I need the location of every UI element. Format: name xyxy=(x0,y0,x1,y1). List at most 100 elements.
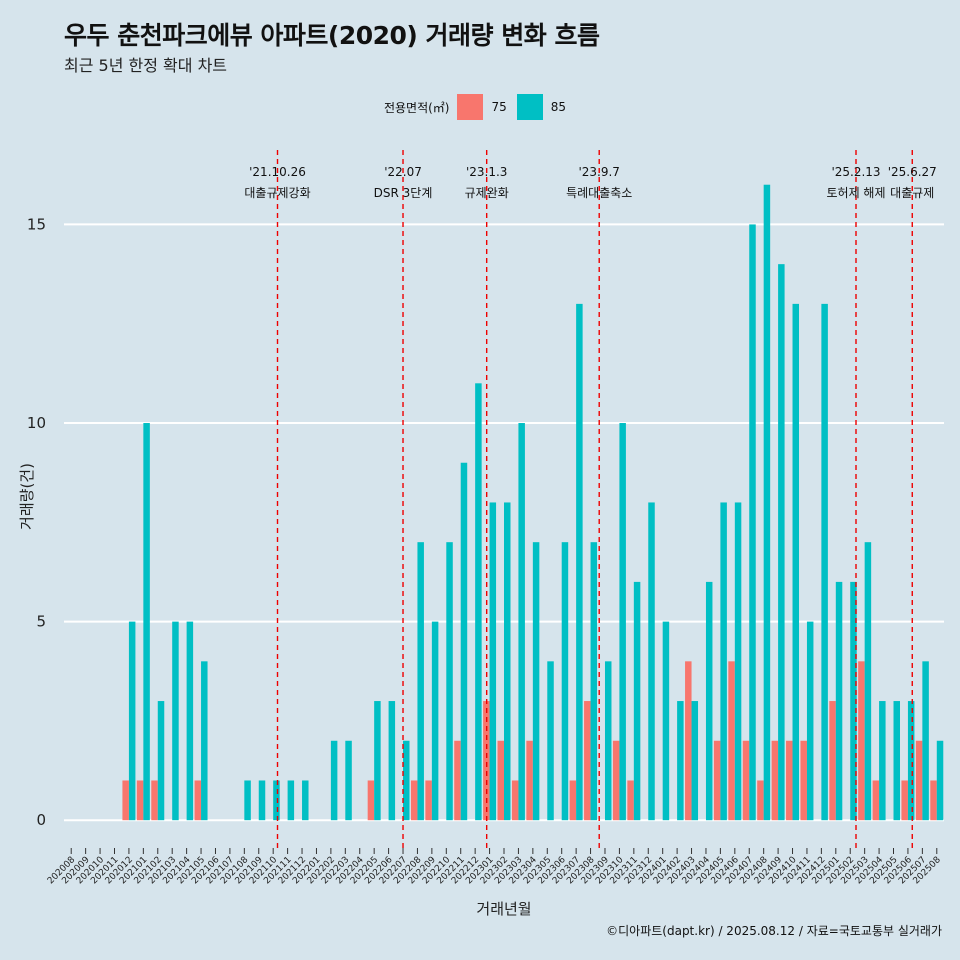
bar xyxy=(691,701,699,821)
bar xyxy=(136,780,144,821)
bar xyxy=(907,701,915,821)
bar xyxy=(302,780,309,821)
bar xyxy=(157,701,165,821)
bar xyxy=(612,740,620,821)
event-label: DSR 3단계 xyxy=(374,186,433,200)
bar xyxy=(792,303,800,821)
bar xyxy=(633,581,641,821)
bar xyxy=(151,780,158,821)
bar xyxy=(915,740,923,821)
bar xyxy=(489,502,497,821)
bar xyxy=(425,780,432,821)
bar xyxy=(662,621,670,821)
bar xyxy=(410,780,418,821)
bar xyxy=(858,661,865,821)
bar xyxy=(749,224,756,821)
bar xyxy=(850,581,857,821)
bar xyxy=(922,661,929,821)
bar xyxy=(483,701,490,821)
bar xyxy=(569,780,577,821)
bar xyxy=(778,264,785,821)
y-tick-label: 5 xyxy=(36,613,46,631)
chart-subtitle: 최근 5년 한정 확대 차트 xyxy=(64,56,228,75)
y-tick-label: 15 xyxy=(27,215,46,233)
bar xyxy=(497,740,504,821)
event-date: '23.1.3 xyxy=(466,165,507,179)
bar xyxy=(576,303,583,821)
legend-label-75: 75 xyxy=(491,100,507,114)
legend: 전용면적(㎡) 75 85 xyxy=(0,92,960,122)
bar xyxy=(186,621,194,821)
event-label: 특례대출축소 xyxy=(566,186,632,200)
bar xyxy=(518,423,525,821)
bar xyxy=(374,701,381,821)
bar xyxy=(561,542,569,821)
bar xyxy=(604,661,612,821)
event-date: '23.9.7 xyxy=(578,165,619,179)
legend-swatch-75 xyxy=(457,94,484,120)
bar xyxy=(864,542,872,821)
bar xyxy=(172,621,179,821)
bar xyxy=(829,701,836,821)
bar xyxy=(685,661,692,821)
bar xyxy=(705,581,713,821)
bar xyxy=(720,502,727,821)
bar xyxy=(872,780,880,821)
bar xyxy=(258,780,266,821)
bar xyxy=(526,740,533,821)
bar xyxy=(367,780,375,821)
y-tick-label: 0 xyxy=(36,811,46,829)
bar xyxy=(800,740,807,821)
bar xyxy=(879,701,886,821)
event-date: '25.6.27 xyxy=(888,165,937,179)
bar xyxy=(763,184,771,821)
bar xyxy=(511,780,519,821)
bar xyxy=(201,661,208,821)
bar xyxy=(893,701,900,821)
event-date: '22.07 xyxy=(384,165,422,179)
bar xyxy=(431,621,439,821)
legend-title: 전용면적(㎡) xyxy=(383,100,450,115)
event-label: 대출규제 xyxy=(890,186,934,200)
x-axis-title: 거래년월 xyxy=(476,900,531,918)
bar xyxy=(454,740,461,821)
bar xyxy=(930,780,937,821)
event-label: 규제완화 xyxy=(465,186,509,200)
bar xyxy=(403,740,410,821)
event-date: '21.10.26 xyxy=(249,165,306,179)
bar xyxy=(143,423,150,821)
bar xyxy=(627,780,634,821)
legend-label-85: 85 xyxy=(550,100,567,114)
event-label: 토허제 해제 xyxy=(826,186,885,200)
bar xyxy=(835,581,843,821)
bar xyxy=(677,701,684,821)
bar xyxy=(757,780,764,821)
bar xyxy=(936,740,944,821)
bar xyxy=(417,542,424,821)
y-axis-title: 거래량(건) xyxy=(18,463,36,530)
bar xyxy=(742,740,750,821)
bar xyxy=(584,701,591,821)
legend-swatch-85 xyxy=(516,94,543,120)
event-label: 대출규제강화 xyxy=(244,186,310,200)
chart-title: 우두 춘천파크에뷰 아파트(2020) 거래량 변화 흐름 xyxy=(64,21,600,50)
source-caption: ©디아파트(dapt.kr) / 2025.08.12 / 자료=국토교통부 실… xyxy=(606,924,942,938)
bar xyxy=(786,740,793,821)
bar xyxy=(330,740,338,821)
bar xyxy=(460,462,468,821)
bar xyxy=(648,502,655,821)
bar xyxy=(504,502,511,821)
bar xyxy=(806,621,814,821)
bar xyxy=(244,780,251,821)
bar xyxy=(122,780,129,821)
bar xyxy=(273,780,280,821)
y-tick-label: 10 xyxy=(27,414,46,432)
event-date: '25.2.13 xyxy=(831,165,880,179)
bar xyxy=(475,383,482,821)
bar xyxy=(547,661,554,821)
bar xyxy=(734,502,742,821)
bar xyxy=(446,542,453,821)
bar xyxy=(345,740,352,821)
bar xyxy=(619,423,626,821)
